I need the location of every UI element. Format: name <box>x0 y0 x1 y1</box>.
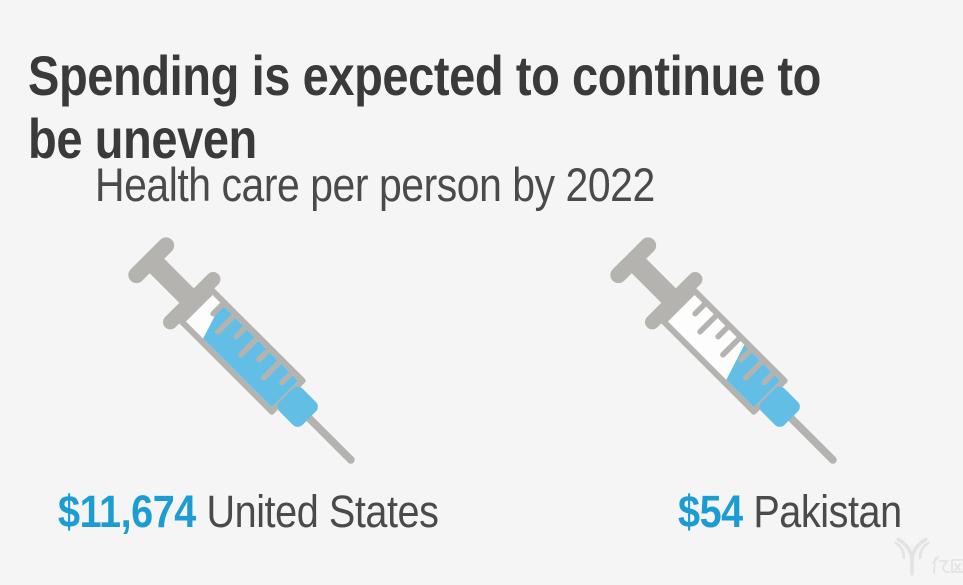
barrel-tick-marks <box>692 300 778 386</box>
title-line-2: be uneven <box>28 106 257 170</box>
plunger-handle <box>610 237 657 284</box>
needle-hub <box>759 386 800 427</box>
barrel-tick-marks <box>210 300 296 386</box>
watermark <box>893 532 963 576</box>
liquid-fill <box>203 303 299 408</box>
needle <box>302 411 355 464</box>
syringe-icon-united-states <box>128 237 355 464</box>
needle-hub <box>277 386 318 427</box>
stat-country: Pakistan <box>753 486 902 537</box>
stat-value: $11,674 <box>58 486 196 537</box>
title-line-1: Spending is expected to continue to <box>28 43 821 107</box>
stat-united-states: $11,674 United States <box>58 486 439 538</box>
page-title: Spending is expected to continue to be u… <box>28 44 821 170</box>
chart-subtitle: Health care per person by 2022 <box>95 158 655 211</box>
stat-value: $54 <box>678 486 743 537</box>
barrel-flange <box>645 272 703 330</box>
plunger-handle <box>128 237 175 284</box>
stat-pakistan: $54 Pakistan <box>678 486 902 538</box>
watermark-characters <box>932 556 963 574</box>
barrel-flange <box>163 272 221 330</box>
stat-country: United States <box>206 486 439 537</box>
syringe-icon-pakistan <box>610 237 837 464</box>
plunger-shaft <box>145 254 198 307</box>
plunger-shaft <box>627 254 680 307</box>
needle <box>784 411 837 464</box>
yiou-logo-icon <box>894 537 930 576</box>
